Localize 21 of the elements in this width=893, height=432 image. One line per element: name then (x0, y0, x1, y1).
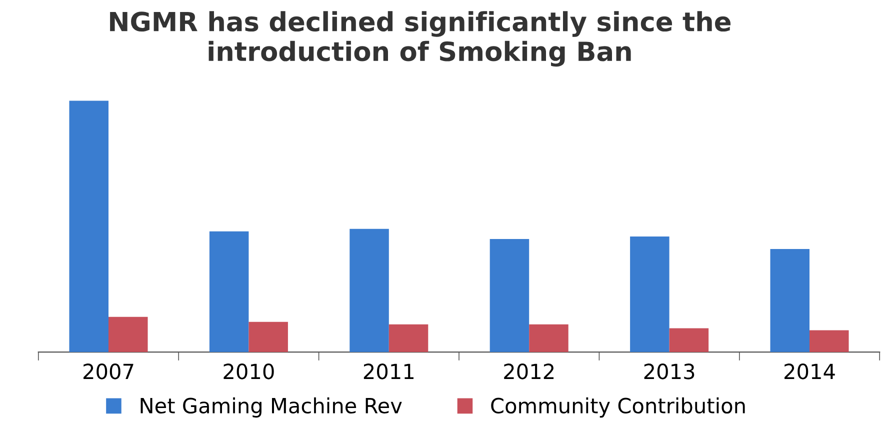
bar (490, 238, 530, 352)
bar (209, 231, 249, 352)
bar (69, 100, 108, 352)
bar (248, 322, 288, 352)
x-tick-label: 2012 (504, 364, 554, 380)
x-tick-label: 2014 (784, 364, 835, 380)
x-tick-label: 2011 (364, 364, 414, 380)
chart-title: NGMR has declined significantly since the introduction of Smoking Ban (110, 11, 730, 67)
bar (810, 330, 849, 352)
bar (350, 228, 389, 352)
bar (630, 236, 670, 352)
x-tick-label: 2007 (84, 364, 134, 380)
bar (388, 324, 428, 352)
legend-label: Community Contribution (491, 397, 745, 418)
bar (669, 328, 709, 352)
bar (529, 324, 568, 352)
bar (770, 249, 810, 352)
bar (108, 316, 148, 352)
legend-label: Net Gaming Machine Rev (140, 397, 402, 418)
x-tick-label: 2013 (644, 364, 694, 380)
x-tick-label: 2010 (224, 364, 274, 380)
